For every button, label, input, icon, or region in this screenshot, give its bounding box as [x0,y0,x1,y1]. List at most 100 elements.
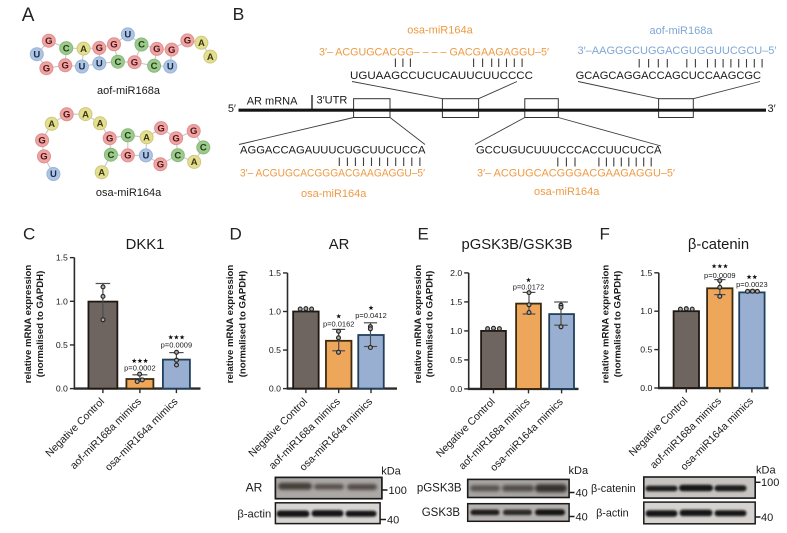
svg-text:kDa: kDa [381,466,401,478]
svg-text:0.0: 0.0 [56,384,68,394]
svg-text:D: D [230,225,242,244]
svg-text:3′– ACGUGCACGGGACGAAGAGGU–5′: 3′– ACGUGCACGGGACGAAGAGGU–5′ [477,168,675,180]
svg-text:G: G [168,45,175,56]
svg-text:A: A [80,44,87,55]
svg-text:U: U [96,59,103,70]
svg-text:1.0: 1.0 [269,307,281,317]
svg-text:relative mRNA expression: relative mRNA expression [225,265,236,384]
svg-text:F: F [600,225,610,244]
svg-text:relative mRNA expression: relative mRNA expression [23,265,34,384]
svg-text:U: U [142,151,149,162]
svg-text:5′: 5′ [228,103,236,115]
svg-text:A: A [198,38,205,49]
svg-text:kDa: kDa [756,465,776,477]
svg-text:G: G [190,126,197,137]
svg-text:1.0: 1.0 [56,296,68,306]
svg-text:β-actin: β-actin [237,509,271,521]
svg-text:p=0.0162: p=0.0162 [323,319,355,328]
svg-text:C: C [114,57,121,68]
svg-text:40: 40 [761,512,773,524]
svg-text:(normalised to GAPDH): (normalised to GAPDH) [35,271,46,378]
svg-text:aof-miR168a: aof-miR168a [650,25,714,37]
svg-text:G: G [110,40,117,51]
svg-text:AR: AR [329,237,350,253]
svg-text:p=0.0172: p=0.0172 [513,282,545,291]
svg-text:AR mRNA: AR mRNA [247,96,298,108]
svg-text:G: G [124,151,131,162]
svg-text:p=0.0023: p=0.0023 [736,280,768,289]
svg-text:1.5: 1.5 [640,268,652,278]
svg-text:kDa: kDa [569,465,589,477]
svg-text:β-actin: β-actin [596,508,629,520]
svg-text:3′: 3′ [768,103,776,115]
svg-text:C: C [151,61,158,72]
svg-text:1.5: 1.5 [450,297,462,307]
svg-text:osa-miR164a: osa-miR164a [96,187,162,199]
svg-text:G: G [63,110,70,121]
svg-text:GSK3B: GSK3B [422,507,461,519]
svg-text:pGSK3B: pGSK3B [417,482,462,494]
svg-text:C: C [63,43,70,54]
svg-text:pGSK3B/GSK3B: pGSK3B/GSK3B [461,237,572,253]
svg-text:A: A [97,119,104,130]
svg-text:C: C [174,150,181,161]
svg-text:G: G [40,152,47,163]
svg-text:2.0: 2.0 [450,268,462,278]
svg-text:A: A [82,109,89,120]
svg-text:β-catenin: β-catenin [688,237,749,253]
svg-text:A: A [191,157,198,168]
svg-text:1.0: 1.0 [450,326,462,336]
svg-text:B: B [233,4,245,24]
svg-text:G: G [131,57,138,68]
svg-text:A: A [48,119,55,130]
svg-text:G: G [153,44,160,55]
svg-text:3′– ACGUGCACGGGACGAAGAGGU–5′: 3′– ACGUGCACGGGACGAAGAGGU–5′ [240,168,425,180]
svg-text:p=0.0009: p=0.0009 [704,271,736,280]
svg-text:C: C [107,150,114,161]
svg-text:C: C [138,40,145,51]
svg-text:G: G [106,133,113,144]
svg-text:osa-miR164a: osa-miR164a [301,188,367,200]
svg-text:40: 40 [576,511,588,523]
svg-text:100: 100 [761,477,779,489]
svg-text:E: E [418,225,429,244]
svg-text:p=0.0009: p=0.0009 [161,340,193,349]
svg-text:U: U [167,62,174,73]
svg-text:AGGACCAGAUUUCUGCUUCUCCA: AGGACCAGAUUUCUGCUUCUCCA [240,145,426,157]
svg-text:0.5: 0.5 [640,345,652,355]
svg-text:U: U [50,169,57,180]
svg-text:C: C [200,143,207,154]
svg-text:1.0: 1.0 [640,306,652,316]
svg-text:G: G [157,123,164,134]
svg-text:40: 40 [387,514,399,526]
svg-text:0.0: 0.0 [450,384,462,394]
svg-text:C: C [124,131,131,142]
svg-text:osa-miR164a: osa-miR164a [407,25,473,37]
svg-text:osa-miR164a: osa-miR164a [534,186,600,198]
svg-text:G: G [184,36,191,47]
svg-text:GCAGCAGGACCAGCUCCAAGCGC: GCAGCAGGACCAGCUCCAAGCGC [576,70,762,82]
svg-text:40: 40 [576,487,588,499]
svg-text:p=0.0002: p=0.0002 [124,364,156,373]
svg-text:3′UTR: 3′UTR [317,95,348,107]
svg-text:U: U [124,30,131,41]
svg-text:(normalised to GAPDH): (normalised to GAPDH) [425,271,436,378]
svg-text:G: G [172,133,179,144]
svg-text:0.5: 0.5 [450,355,462,365]
svg-text:G: G [38,135,45,146]
svg-text:0.0: 0.0 [269,384,281,394]
svg-text:G: G [45,36,52,47]
svg-text:1.5: 1.5 [269,268,281,278]
svg-text:relative mRNA expression: relative mRNA expression [600,265,611,384]
svg-text:U: U [78,62,85,73]
svg-text:A: A [207,52,214,63]
svg-text:100: 100 [389,485,407,497]
svg-text:3′–AAGGGCUGGACGUGGUUCGCU–5′: 3′–AAGGGCUGGACGUGGUUCGCU–5′ [578,45,777,57]
svg-text:A: A [22,5,35,26]
svg-text:GCCUGUCUUUCCCACCUUCUCCA: GCCUGUCUUUCCCACCUUCUCCA [476,145,662,157]
svg-text:0.5: 0.5 [56,340,68,350]
svg-text:0.5: 0.5 [269,345,281,355]
svg-text:G: G [157,160,164,171]
svg-text:A: A [98,168,105,179]
svg-text:(normalised to GAPDH): (normalised to GAPDH) [237,271,248,378]
